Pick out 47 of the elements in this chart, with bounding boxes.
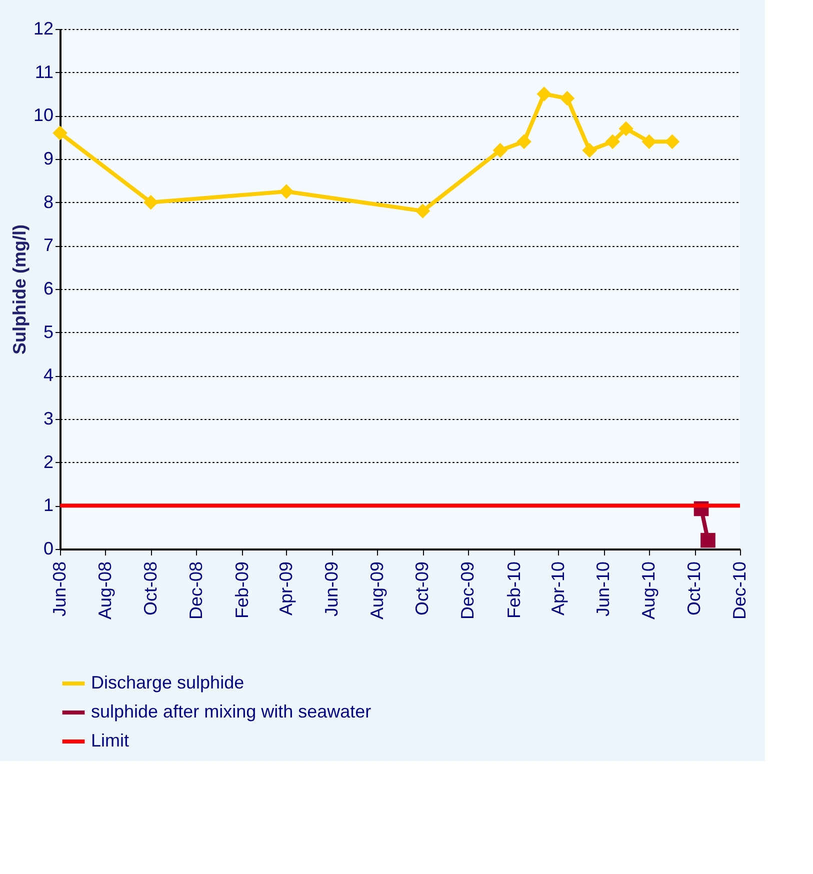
y-axis-title: Sulphide (mg/l) (9, 224, 30, 354)
x-tick-label: Feb-10 (504, 562, 524, 619)
legend-label: sulphide after mixing with seawater (91, 702, 372, 722)
x-tick-label: Oct-10 (684, 562, 704, 616)
y-tick-label: 1 (43, 495, 54, 516)
x-tick-label: Jun-08 (50, 562, 70, 617)
legend-label: Limit (91, 730, 130, 750)
point (560, 90, 575, 106)
point (52, 126, 68, 140)
point (642, 134, 657, 150)
point (492, 142, 508, 158)
point (605, 134, 620, 150)
point (143, 194, 158, 210)
x-tick-label: Jun-09 (321, 562, 342, 617)
y-tick-label: 3 (43, 408, 54, 428)
x-tick-label: Dec-10 (730, 562, 750, 620)
point (279, 184, 294, 199)
point (415, 204, 430, 218)
y-tick-label: 7 (43, 235, 54, 256)
y-tick-label: 6 (43, 278, 54, 298)
x-tick-label: Jun-10 (593, 562, 614, 617)
x-tick-label: Oct-08 (140, 562, 160, 616)
point (582, 142, 597, 158)
y-tick-label: 12 (33, 18, 54, 38)
y-tick-label: 4 (43, 365, 54, 386)
x-tick-label: Aug-10 (638, 562, 659, 620)
x-tick-label: Aug-09 (366, 562, 387, 620)
y-tick-label: 8 (43, 192, 54, 212)
point (700, 532, 716, 548)
y-tick-label: 2 (43, 452, 54, 472)
x-tick-label: Aug-08 (94, 562, 115, 620)
y-tick-label: 9 (43, 148, 54, 168)
x-tick-label: Apr-10 (548, 562, 568, 616)
y-tick-label: 11 (34, 62, 54, 82)
point (516, 134, 532, 150)
y-tick-label: 0 (43, 538, 54, 558)
x-tick-label: Feb-09 (232, 562, 252, 619)
point (618, 121, 634, 136)
point (664, 134, 680, 150)
x-tick-label: Apr-09 (276, 562, 296, 616)
x-tick-label: Oct-09 (412, 562, 432, 616)
x-tick-label: Dec-09 (458, 562, 478, 620)
y-tick-label: 10 (33, 105, 54, 126)
legend-label: Discharge sulphide (91, 672, 244, 692)
point (536, 86, 552, 102)
y-tick-label: 5 (43, 322, 54, 342)
x-tick-label: Dec-08 (186, 562, 206, 620)
